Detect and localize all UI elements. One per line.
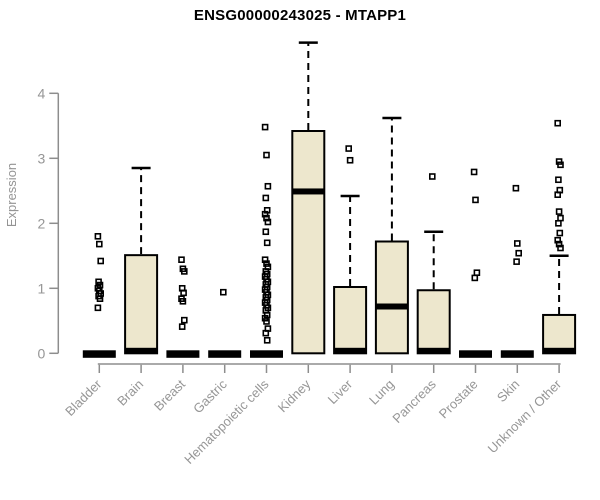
x-tick-label-pancreas: Pancreas xyxy=(389,376,439,426)
median-line xyxy=(125,347,158,354)
outlier-point xyxy=(554,191,562,198)
outlier-point xyxy=(557,161,564,169)
outlier-point xyxy=(554,236,562,244)
outlier-point xyxy=(557,214,564,222)
outlier-point xyxy=(264,218,272,226)
boxplot-gastric xyxy=(208,288,242,358)
x-tick-label-breast: Breast xyxy=(151,376,188,413)
collapsed-box-bar xyxy=(500,350,534,358)
outlier-point xyxy=(555,220,562,227)
outlier-point xyxy=(220,288,227,296)
outlier-point xyxy=(261,210,269,218)
outlier-point xyxy=(180,289,187,297)
x-tick-label-brain: Brain xyxy=(114,377,146,409)
outlier-point xyxy=(262,329,270,337)
boxplot-skin xyxy=(500,184,534,358)
y-tick-label-4: 4 xyxy=(38,85,46,101)
outlier-point xyxy=(555,176,562,184)
outlier-point xyxy=(94,233,102,240)
outlier-point xyxy=(262,194,270,202)
median-line xyxy=(375,303,408,310)
x-tick-label-bladder: Bladder xyxy=(62,376,105,419)
boxplot-hematopoietic-cells xyxy=(250,123,283,358)
median-line xyxy=(292,188,325,195)
y-tick-label-2: 2 xyxy=(38,215,46,231)
boxplot-bladder xyxy=(82,233,116,358)
outlier-point xyxy=(262,228,270,236)
outlier-point xyxy=(263,318,270,325)
boxplot-pancreas xyxy=(416,173,451,355)
x-tick-label-unknown-other: Unknown / Other xyxy=(485,376,565,456)
iqr-box xyxy=(416,289,451,355)
outlier-point xyxy=(428,173,436,180)
outlier-point xyxy=(178,323,186,330)
x-tick-label-lung: Lung xyxy=(366,377,397,408)
y-tick-label-0: 0 xyxy=(38,345,46,361)
outlier-point xyxy=(94,304,102,312)
collapsed-box-bar xyxy=(250,350,283,358)
outlier-point xyxy=(555,208,563,215)
outlier-point xyxy=(513,258,520,265)
x-tick-label-skin: Skin xyxy=(494,377,522,405)
outlier-point xyxy=(261,123,269,131)
outlier-point xyxy=(472,196,479,204)
y-tick-label-1: 1 xyxy=(38,280,46,296)
outlier-point xyxy=(557,244,564,252)
outlier-point xyxy=(264,182,272,190)
y-tick-label-3: 3 xyxy=(38,150,46,166)
x-tick-label-liver: Liver xyxy=(325,376,356,407)
iqr-box xyxy=(291,130,326,355)
outlier-point xyxy=(181,316,188,324)
outlier-point xyxy=(556,229,564,237)
outlier-point xyxy=(345,145,353,152)
boxplot-kidney xyxy=(291,41,326,355)
x-tick-label-gastric: Gastric xyxy=(190,376,230,416)
outlier-point xyxy=(179,297,187,305)
outlier-point xyxy=(263,239,271,247)
outlier-point xyxy=(96,240,103,248)
outlier-point xyxy=(346,156,354,164)
boxplot-breast xyxy=(166,256,200,358)
boxplot-prostate xyxy=(459,168,492,358)
outlier-point xyxy=(263,336,271,344)
median-line xyxy=(334,347,367,354)
boxplot-unknown-other xyxy=(542,119,577,355)
collapsed-box-bar xyxy=(459,350,492,358)
outlier-point xyxy=(96,295,104,303)
iqr-box xyxy=(124,254,159,355)
outlier-point xyxy=(512,184,520,192)
boxplot-brain xyxy=(124,166,159,355)
x-tick-label-prostate: Prostate xyxy=(436,377,481,422)
iqr-box xyxy=(374,240,409,355)
outlier-point xyxy=(263,151,270,159)
median-line xyxy=(417,347,450,354)
outlier-point xyxy=(554,119,562,127)
outlier-point xyxy=(178,256,185,264)
outlier-point xyxy=(263,214,270,222)
outlier-point xyxy=(515,249,523,257)
outlier-point xyxy=(513,240,521,247)
outlier-point xyxy=(470,168,478,176)
outlier-point xyxy=(261,256,269,264)
outlier-point xyxy=(181,268,188,275)
iqr-box xyxy=(333,286,368,355)
collapsed-box-bar xyxy=(82,350,116,358)
boxplot-liver xyxy=(333,145,368,355)
x-tick-label-kidney: Kidney xyxy=(275,376,314,415)
outlier-point xyxy=(555,240,563,248)
collapsed-box-bar xyxy=(166,350,200,358)
outlier-point xyxy=(97,257,104,265)
outlier-point xyxy=(471,274,479,282)
chart-title: ENSG00000243025 - MTAPP1 xyxy=(193,7,407,24)
iqr-box xyxy=(542,313,577,355)
boxplot-lung xyxy=(374,116,409,355)
median-line xyxy=(543,347,576,354)
collapsed-box-bar xyxy=(208,350,242,358)
outlier-point xyxy=(473,269,481,277)
